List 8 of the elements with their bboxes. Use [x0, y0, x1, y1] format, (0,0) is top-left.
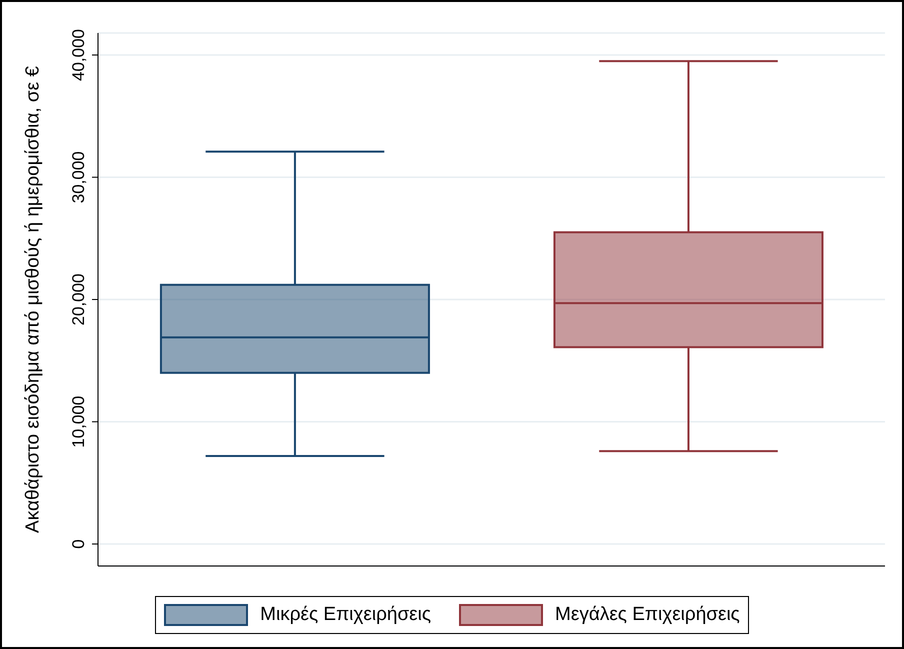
y-tick-label: 40,000 — [69, 29, 88, 82]
legend-label: Μικρές Επιχειρήσεις — [260, 604, 432, 626]
y-tick-label: 30,000 — [69, 151, 88, 204]
y-axis-title: Ακαθάριστο εισόδημα από μισθούς ή ημερομίσθια, σε € — [22, 66, 44, 533]
y-tick-label: 0 — [69, 539, 88, 549]
legend-label: Μεγάλες Επιχειρήσεις — [555, 604, 740, 626]
y-tick-label: 10,000 — [69, 396, 88, 448]
y-tick-label: 20,000 — [69, 274, 88, 326]
